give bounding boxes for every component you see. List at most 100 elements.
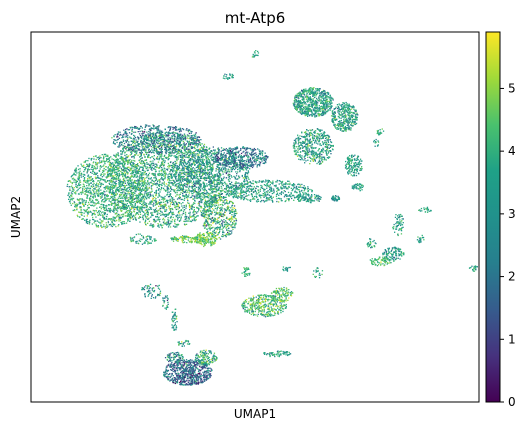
data-point — [122, 206, 123, 207]
data-point — [166, 224, 167, 225]
data-point — [164, 162, 165, 163]
data-point — [206, 158, 207, 159]
data-point — [121, 163, 122, 164]
data-point — [121, 198, 122, 199]
data-point — [148, 209, 149, 210]
data-point — [198, 157, 199, 158]
data-point — [176, 209, 177, 210]
data-point — [197, 145, 198, 146]
data-point — [148, 133, 149, 134]
data-point — [216, 189, 217, 190]
data-point — [208, 169, 209, 170]
data-point — [156, 208, 157, 209]
data-point — [176, 186, 177, 187]
data-point — [189, 174, 190, 175]
data-point — [99, 158, 100, 159]
data-point — [113, 212, 114, 213]
data-point — [113, 159, 114, 160]
data-point — [143, 219, 144, 220]
data-point — [98, 183, 99, 184]
data-point — [178, 211, 179, 212]
data-point — [213, 157, 214, 158]
data-point — [212, 164, 213, 165]
data-point — [112, 162, 113, 163]
data-point — [202, 173, 203, 174]
data-point — [230, 162, 231, 163]
data-point — [191, 166, 192, 167]
data-point — [103, 173, 104, 174]
data-point — [112, 222, 113, 223]
data-point — [120, 218, 121, 219]
data-point — [111, 178, 112, 179]
data-point — [107, 188, 108, 189]
data-point — [168, 221, 169, 222]
data-point — [153, 209, 154, 210]
data-point — [152, 195, 153, 196]
data-point — [169, 173, 170, 174]
data-point — [125, 213, 126, 214]
data-point — [137, 198, 138, 199]
data-point — [180, 161, 181, 162]
data-point — [130, 213, 131, 214]
data-point — [162, 159, 163, 160]
data-point — [75, 184, 76, 185]
data-point — [170, 195, 171, 196]
data-point — [72, 182, 73, 183]
data-point — [155, 169, 156, 170]
data-point — [167, 166, 168, 167]
data-point — [159, 182, 160, 183]
data-point — [115, 207, 116, 208]
data-point — [71, 194, 72, 195]
data-point — [189, 213, 190, 214]
data-point — [86, 180, 87, 181]
data-point — [123, 169, 124, 170]
data-point — [164, 189, 165, 190]
data-point — [212, 186, 213, 187]
data-point — [231, 169, 232, 170]
data-point — [105, 227, 106, 228]
data-point — [167, 219, 168, 220]
data-point — [168, 145, 169, 146]
data-point — [131, 169, 132, 170]
data-point — [194, 153, 195, 154]
data-point — [158, 136, 159, 137]
data-point — [148, 203, 149, 204]
data-point — [162, 227, 163, 228]
data-point — [81, 193, 82, 194]
data-point — [196, 163, 197, 164]
data-point — [180, 218, 181, 219]
data-point — [166, 173, 167, 174]
data-point — [139, 156, 140, 157]
data-point — [171, 178, 172, 179]
data-point — [180, 180, 181, 181]
data-point — [122, 189, 123, 190]
data-point — [187, 202, 188, 203]
data-point — [110, 189, 111, 190]
data-point — [129, 159, 130, 160]
data-point — [70, 203, 71, 204]
data-point — [188, 217, 189, 218]
data-point — [138, 196, 139, 197]
data-point — [142, 179, 143, 180]
data-point — [101, 161, 102, 162]
data-point — [153, 183, 154, 184]
data-point — [137, 187, 138, 188]
data-point — [184, 180, 185, 181]
data-point — [199, 149, 200, 150]
data-point — [103, 193, 104, 194]
data-point — [170, 149, 171, 150]
data-point — [187, 191, 188, 192]
data-point — [175, 201, 176, 202]
data-point — [75, 193, 76, 194]
data-point — [191, 182, 192, 183]
data-point — [182, 166, 183, 167]
data-point — [188, 161, 189, 162]
data-point — [114, 217, 115, 218]
data-point — [168, 167, 169, 168]
data-point — [115, 169, 116, 170]
data-point — [115, 189, 116, 190]
data-point — [199, 183, 200, 184]
data-point — [156, 184, 157, 185]
data-point — [171, 182, 172, 183]
data-point — [154, 192, 155, 193]
